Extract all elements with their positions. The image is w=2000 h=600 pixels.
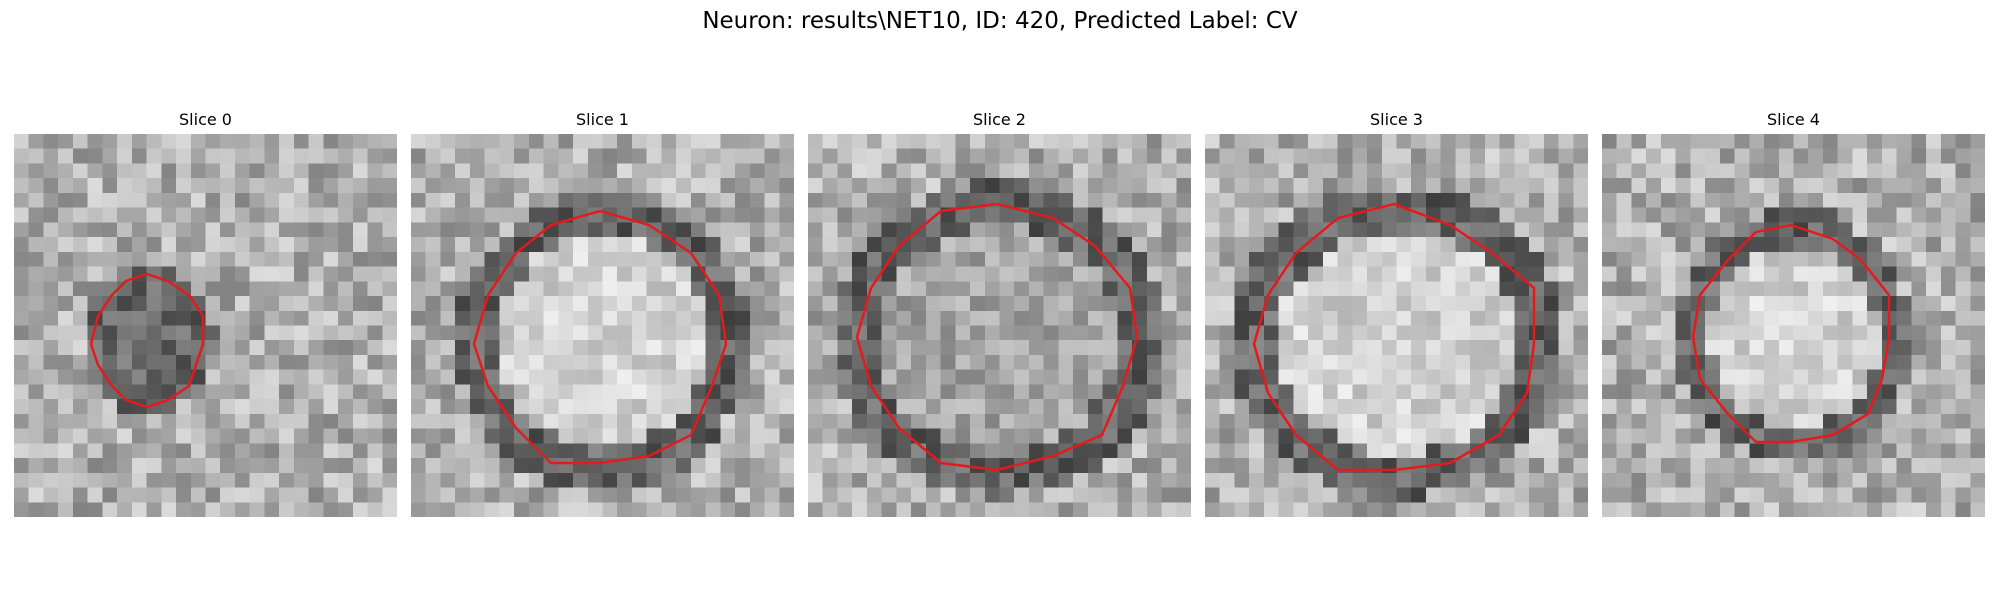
contour-outline (1691, 223, 1891, 444)
slice-image-2 (808, 134, 1191, 517)
slice-panel-2: Slice 2 (808, 108, 1191, 517)
slice-panel-3: Slice 3 (1205, 108, 1588, 517)
slice-title: Slice 2 (973, 110, 1026, 129)
slice-panel-0: Slice 0 (14, 108, 397, 517)
slice-title: Slice 4 (1767, 110, 1820, 129)
pixel-grid (808, 134, 1191, 517)
pixel-grid (1602, 134, 1985, 517)
slice-title: Slice 1 (576, 110, 629, 129)
slice-image-4 (1602, 134, 1985, 517)
contour-outline (1252, 202, 1536, 472)
contour-outline (89, 272, 205, 409)
figure-title: Neuron: results\NET10, ID: 420, Predicte… (702, 8, 1298, 34)
slice-image-0 (14, 134, 397, 517)
slice-panel-4: Slice 4 (1602, 108, 1985, 517)
pixel-grid (411, 134, 794, 517)
slice-image-3 (1205, 134, 1588, 517)
contour-outline (472, 209, 728, 465)
slice-title: Slice 0 (179, 110, 232, 129)
contour-outline (855, 202, 1139, 472)
pixel-grid (14, 134, 397, 517)
slice-image-1 (411, 134, 794, 517)
slice-panel-1: Slice 1 (411, 108, 794, 517)
pixel-grid (1205, 134, 1588, 517)
slice-title: Slice 3 (1370, 110, 1423, 129)
